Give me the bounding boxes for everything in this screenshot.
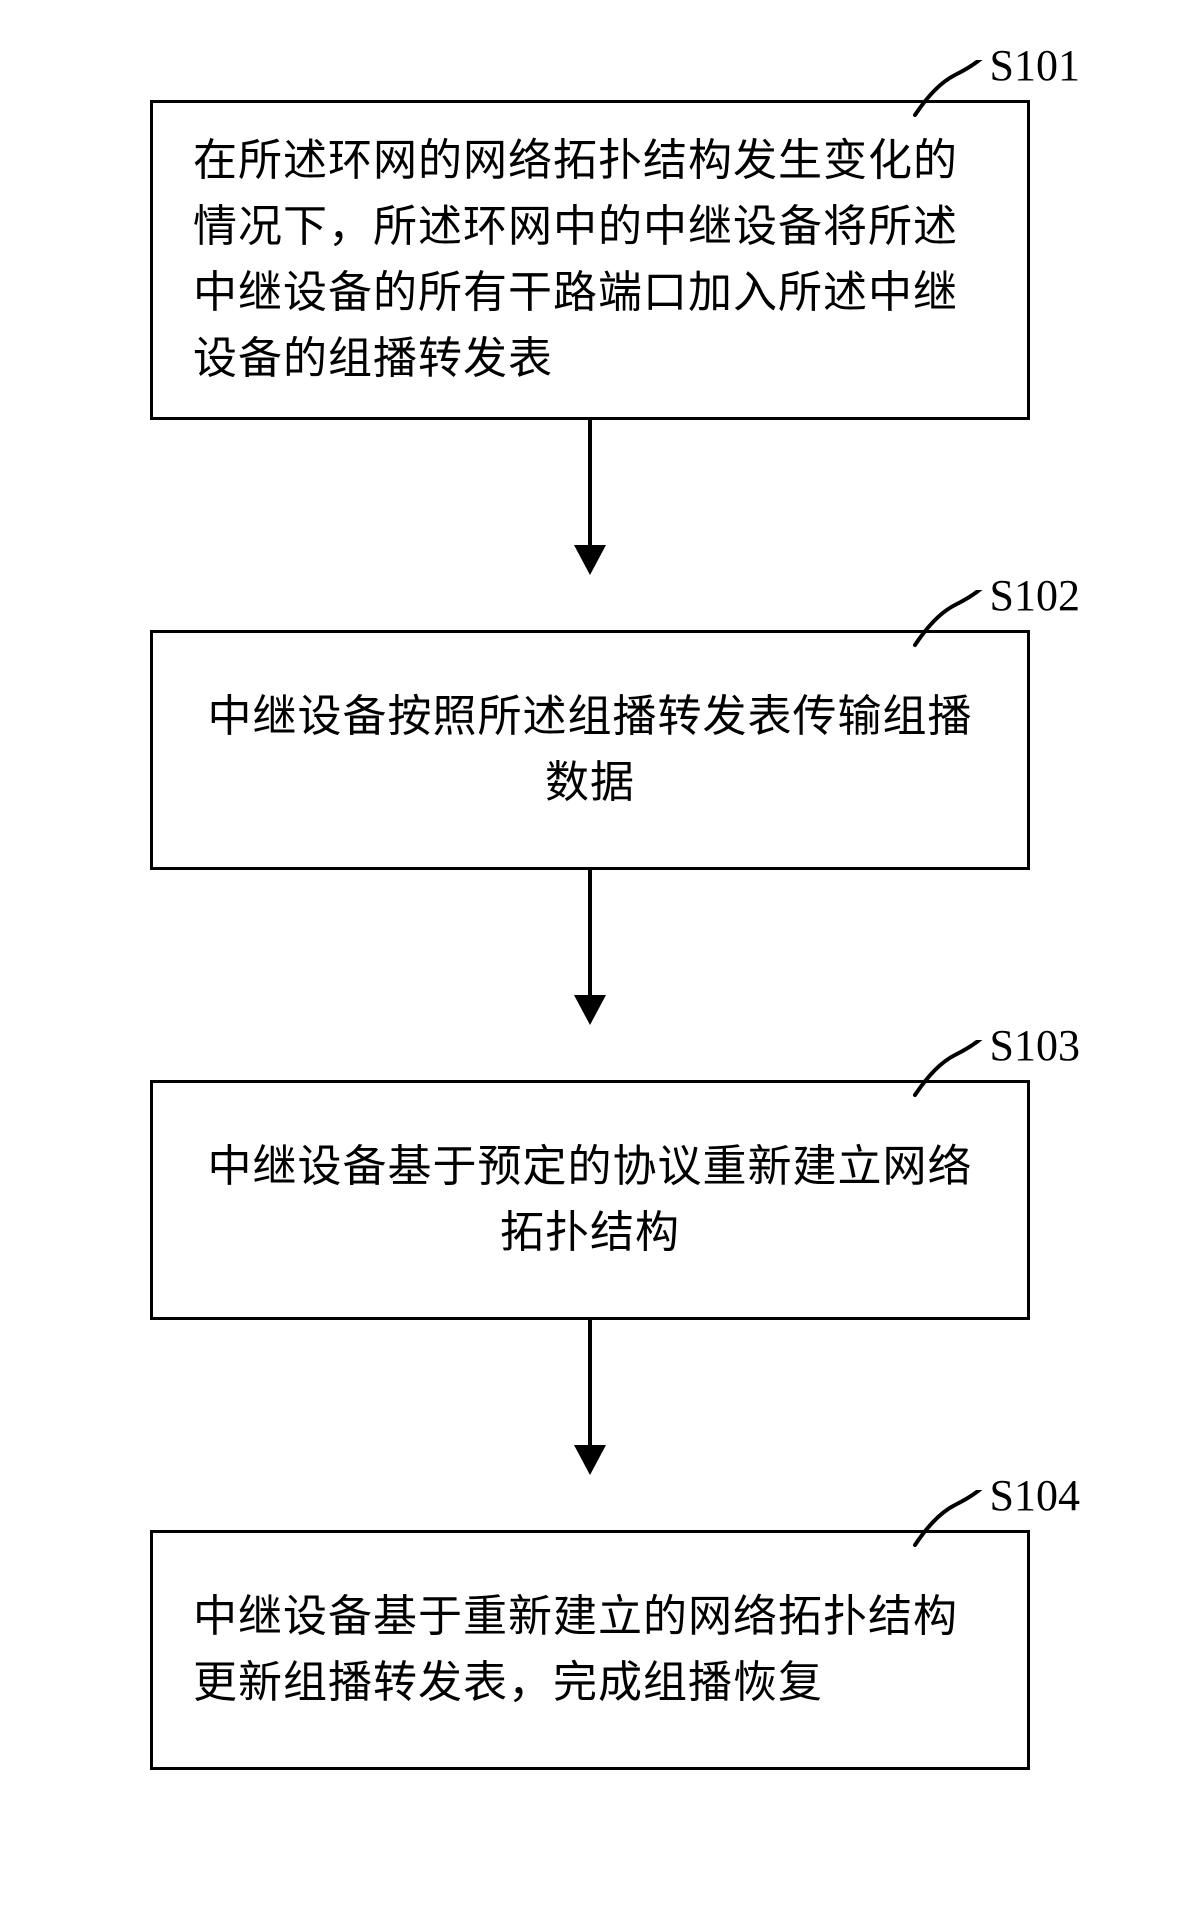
label-connector-curve: [910, 1040, 990, 1100]
step-text: 中继设备基于预定的协议重新建立网络拓扑结构: [193, 1134, 987, 1266]
flow-step: S104 中继设备基于重新建立的网络拓扑结构更新组播转发表，完成组播恢复: [60, 1530, 1120, 1770]
arrow-head-icon: [574, 1445, 606, 1475]
arrow-head-icon: [574, 545, 606, 575]
arrow-head-icon: [574, 995, 606, 1025]
arrow-line: [588, 870, 592, 1000]
arrow-line: [588, 1320, 592, 1450]
label-connector-curve: [910, 1490, 990, 1550]
flow-step: S103 中继设备基于预定的协议重新建立网络拓扑结构: [60, 1080, 1120, 1320]
step-text: 中继设备基于重新建立的网络拓扑结构更新组播转发表，完成组播恢复: [193, 1584, 987, 1716]
step-text: 在所述环网的网络拓扑结构发生变化的情况下，所述环网中的中继设备将所述中继设备的所…: [193, 128, 987, 392]
flow-arrow: [60, 870, 1120, 1030]
label-connector-curve: [910, 60, 990, 120]
flow-arrow: [60, 1320, 1120, 1480]
step-box: 中继设备基于重新建立的网络拓扑结构更新组播转发表，完成组播恢复: [150, 1530, 1030, 1770]
step-text: 中继设备按照所述组播转发表传输组播数据: [193, 684, 987, 816]
flow-step: S101 在所述环网的网络拓扑结构发生变化的情况下，所述环网中的中继设备将所述中…: [60, 100, 1120, 420]
step-label: S103: [990, 1020, 1080, 1071]
step-box: 中继设备按照所述组播转发表传输组播数据: [150, 630, 1030, 870]
flow-arrow: [60, 420, 1120, 580]
step-box: 中继设备基于预定的协议重新建立网络拓扑结构: [150, 1080, 1030, 1320]
step-box: 在所述环网的网络拓扑结构发生变化的情况下，所述环网中的中继设备将所述中继设备的所…: [150, 100, 1030, 420]
arrow-line: [588, 420, 592, 550]
flowchart-container: S101 在所述环网的网络拓扑结构发生变化的情况下，所述环网中的中继设备将所述中…: [60, 30, 1120, 1770]
step-label: S101: [990, 40, 1080, 91]
step-label: S102: [990, 570, 1080, 621]
step-label: S104: [990, 1470, 1080, 1521]
label-connector-curve: [910, 590, 990, 650]
flow-step: S102 中继设备按照所述组播转发表传输组播数据: [60, 630, 1120, 870]
